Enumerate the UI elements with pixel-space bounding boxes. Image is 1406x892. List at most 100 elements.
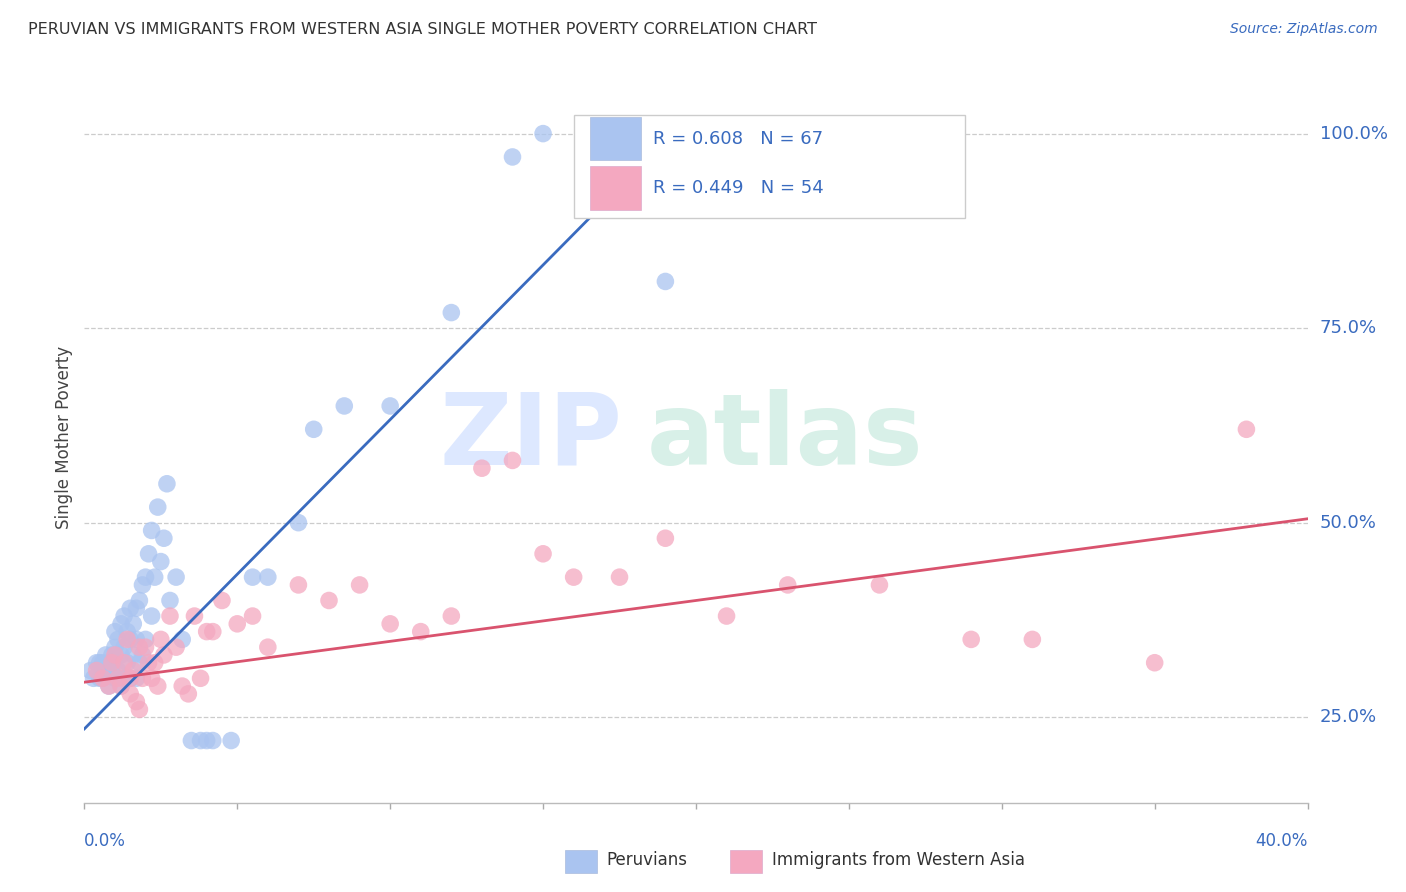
Point — [115, 656, 138, 670]
Point — [115, 624, 138, 639]
Point — [128, 702, 150, 716]
Text: R = 0.608   N = 67: R = 0.608 N = 67 — [654, 130, 824, 148]
Point — [159, 609, 181, 624]
Point — [149, 632, 172, 647]
Point — [112, 671, 135, 685]
Point — [89, 656, 111, 670]
Point — [122, 648, 145, 662]
Point — [609, 570, 631, 584]
Point — [120, 632, 142, 647]
Point — [128, 640, 150, 655]
Point — [201, 733, 224, 747]
Text: ZIP: ZIP — [440, 389, 623, 485]
Point — [165, 640, 187, 655]
Point — [177, 687, 200, 701]
Point — [120, 671, 142, 685]
Point — [593, 150, 616, 164]
Point — [104, 671, 127, 685]
Point — [110, 679, 132, 693]
Point — [146, 500, 169, 515]
Point — [195, 624, 218, 639]
Point — [380, 616, 402, 631]
Point — [110, 648, 132, 662]
Text: R = 0.449   N = 54: R = 0.449 N = 54 — [654, 179, 824, 197]
Point — [201, 624, 224, 639]
Point — [128, 593, 150, 607]
Point — [89, 671, 111, 685]
Point — [257, 640, 280, 655]
Point — [125, 632, 148, 647]
Point — [1021, 632, 1043, 647]
Point — [146, 679, 169, 693]
Point — [125, 601, 148, 615]
Point — [226, 616, 249, 631]
Point — [97, 679, 120, 693]
Point — [115, 632, 138, 647]
Text: 50.0%: 50.0% — [1320, 514, 1376, 532]
FancyBboxPatch shape — [589, 167, 641, 210]
Point — [120, 687, 142, 701]
Point — [120, 601, 142, 615]
Text: 0.0%: 0.0% — [84, 832, 127, 850]
Point — [190, 733, 212, 747]
Point — [242, 570, 264, 584]
FancyBboxPatch shape — [565, 849, 598, 873]
FancyBboxPatch shape — [574, 115, 965, 218]
Point — [122, 616, 145, 631]
Point — [97, 679, 120, 693]
Point — [190, 671, 212, 685]
Point — [91, 671, 114, 685]
Point — [141, 671, 163, 685]
Point — [138, 656, 160, 670]
Point — [138, 547, 160, 561]
Point — [156, 476, 179, 491]
Point — [776, 578, 799, 592]
Text: 75.0%: 75.0% — [1320, 319, 1376, 337]
Point — [107, 632, 129, 647]
Point — [153, 531, 176, 545]
Text: PERUVIAN VS IMMIGRANTS FROM WESTERN ASIA SINGLE MOTHER POVERTY CORRELATION CHART: PERUVIAN VS IMMIGRANTS FROM WESTERN ASIA… — [28, 22, 817, 37]
Point — [159, 593, 181, 607]
Point — [654, 531, 676, 545]
Point — [960, 632, 983, 647]
Point — [180, 733, 202, 747]
Point — [135, 640, 157, 655]
Point — [211, 593, 233, 607]
Point — [86, 656, 108, 670]
Point — [440, 609, 463, 624]
FancyBboxPatch shape — [589, 117, 641, 161]
Text: 100.0%: 100.0% — [1320, 125, 1388, 143]
Point — [318, 593, 340, 607]
FancyBboxPatch shape — [730, 849, 762, 873]
Point — [716, 609, 738, 624]
Point — [112, 640, 135, 655]
Point — [107, 671, 129, 685]
Text: atlas: atlas — [647, 389, 924, 485]
Point — [143, 570, 166, 584]
Point — [112, 656, 135, 670]
Point — [101, 656, 124, 670]
Point — [135, 632, 157, 647]
Point — [101, 664, 124, 678]
Text: 40.0%: 40.0% — [1256, 832, 1308, 850]
Point — [1143, 656, 1166, 670]
Point — [349, 578, 371, 592]
Point — [141, 609, 163, 624]
Point — [869, 578, 891, 592]
Point — [104, 640, 127, 655]
Point — [128, 656, 150, 670]
Point — [91, 671, 114, 685]
Y-axis label: Single Mother Poverty: Single Mother Poverty — [55, 345, 73, 529]
Text: Source: ZipAtlas.com: Source: ZipAtlas.com — [1230, 22, 1378, 37]
Point — [287, 516, 309, 530]
Point — [86, 664, 108, 678]
Point — [219, 733, 242, 747]
Point — [1234, 422, 1257, 436]
Point — [242, 609, 264, 624]
Point — [110, 679, 132, 693]
Point — [302, 422, 325, 436]
Point — [91, 656, 114, 670]
Point — [153, 648, 176, 662]
Point — [125, 671, 148, 685]
Point — [104, 624, 127, 639]
